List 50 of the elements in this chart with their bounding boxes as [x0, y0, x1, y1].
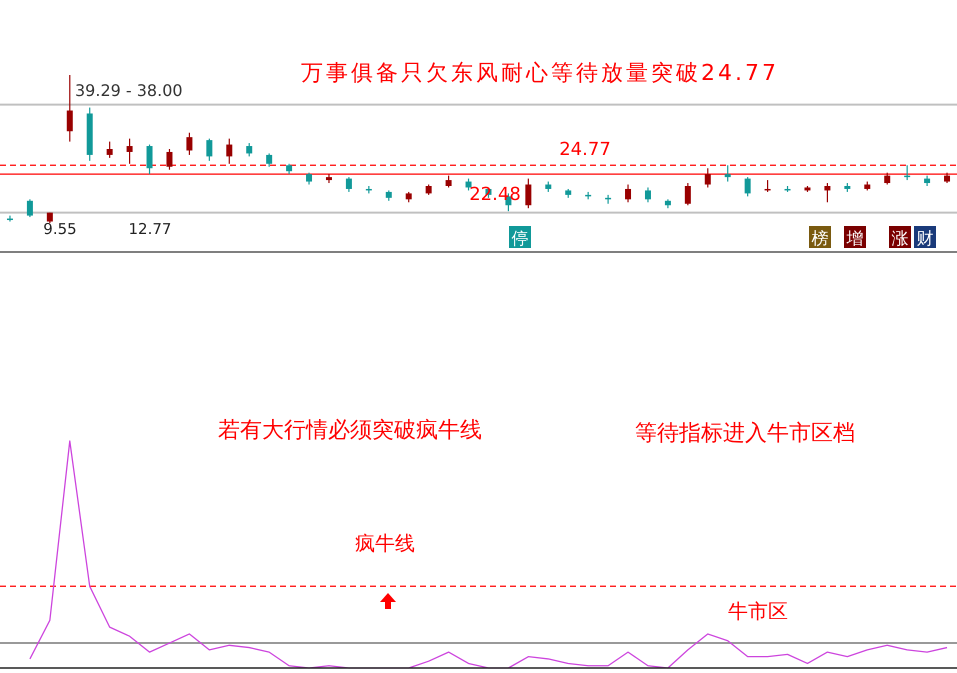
candlestick [46, 212, 53, 224]
text: 涨 [892, 229, 908, 249]
candlestick [226, 138, 232, 164]
candlestick [26, 198, 33, 218]
candlestick [824, 182, 830, 203]
text: 增 [846, 229, 864, 249]
candlestick [106, 141, 113, 158]
candlestick [206, 138, 212, 162]
candlestick [724, 164, 731, 182]
candlestick [904, 164, 910, 181]
candlestick [446, 175, 452, 188]
candlestick [525, 178, 532, 209]
annotation: 12.77 [128, 220, 172, 238]
candlestick [944, 172, 950, 184]
candlestick [545, 180, 552, 193]
text: 财 [916, 229, 934, 249]
annotation: 等待指标进入牛市区档 [635, 421, 855, 446]
candlestick [186, 132, 192, 156]
candlestick [704, 168, 711, 188]
annotation: 39.29 - 38.00 [75, 81, 183, 100]
candlestick [126, 138, 133, 164]
candlestick [306, 172, 312, 186]
candlestick [266, 152, 272, 168]
candlestick [346, 176, 352, 193]
candlestick [924, 175, 930, 187]
candlestick [884, 172, 890, 186]
candlestick [386, 190, 392, 202]
candlestick [625, 184, 632, 203]
ref-line-label: 牛市区 [728, 599, 788, 623]
candlestick [406, 191, 412, 203]
annotation: 若有大行情必须突破疯牛线 [218, 418, 482, 443]
candlestick [286, 163, 292, 175]
text: 榜 [812, 229, 828, 249]
text: 停 [512, 229, 528, 249]
candlestick [66, 74, 73, 142]
candlestick [644, 186, 651, 203]
candlestick [166, 148, 172, 170]
candlestick [146, 144, 153, 175]
candlestick [466, 178, 472, 192]
annotation: 9.55 [43, 220, 77, 238]
annotation: 24.77 [559, 139, 611, 160]
chart-title: 万事俱备只欠东风耐心等待放量突破24.77 [301, 61, 779, 86]
candlestick [764, 179, 771, 193]
candlestick [684, 182, 691, 206]
candlestick [366, 185, 372, 194]
candlestick [426, 184, 432, 196]
candlestick [246, 142, 252, 157]
candlestick [585, 191, 592, 200]
candlestick [744, 176, 751, 197]
ref-line-label: 疯牛线 [355, 531, 415, 555]
